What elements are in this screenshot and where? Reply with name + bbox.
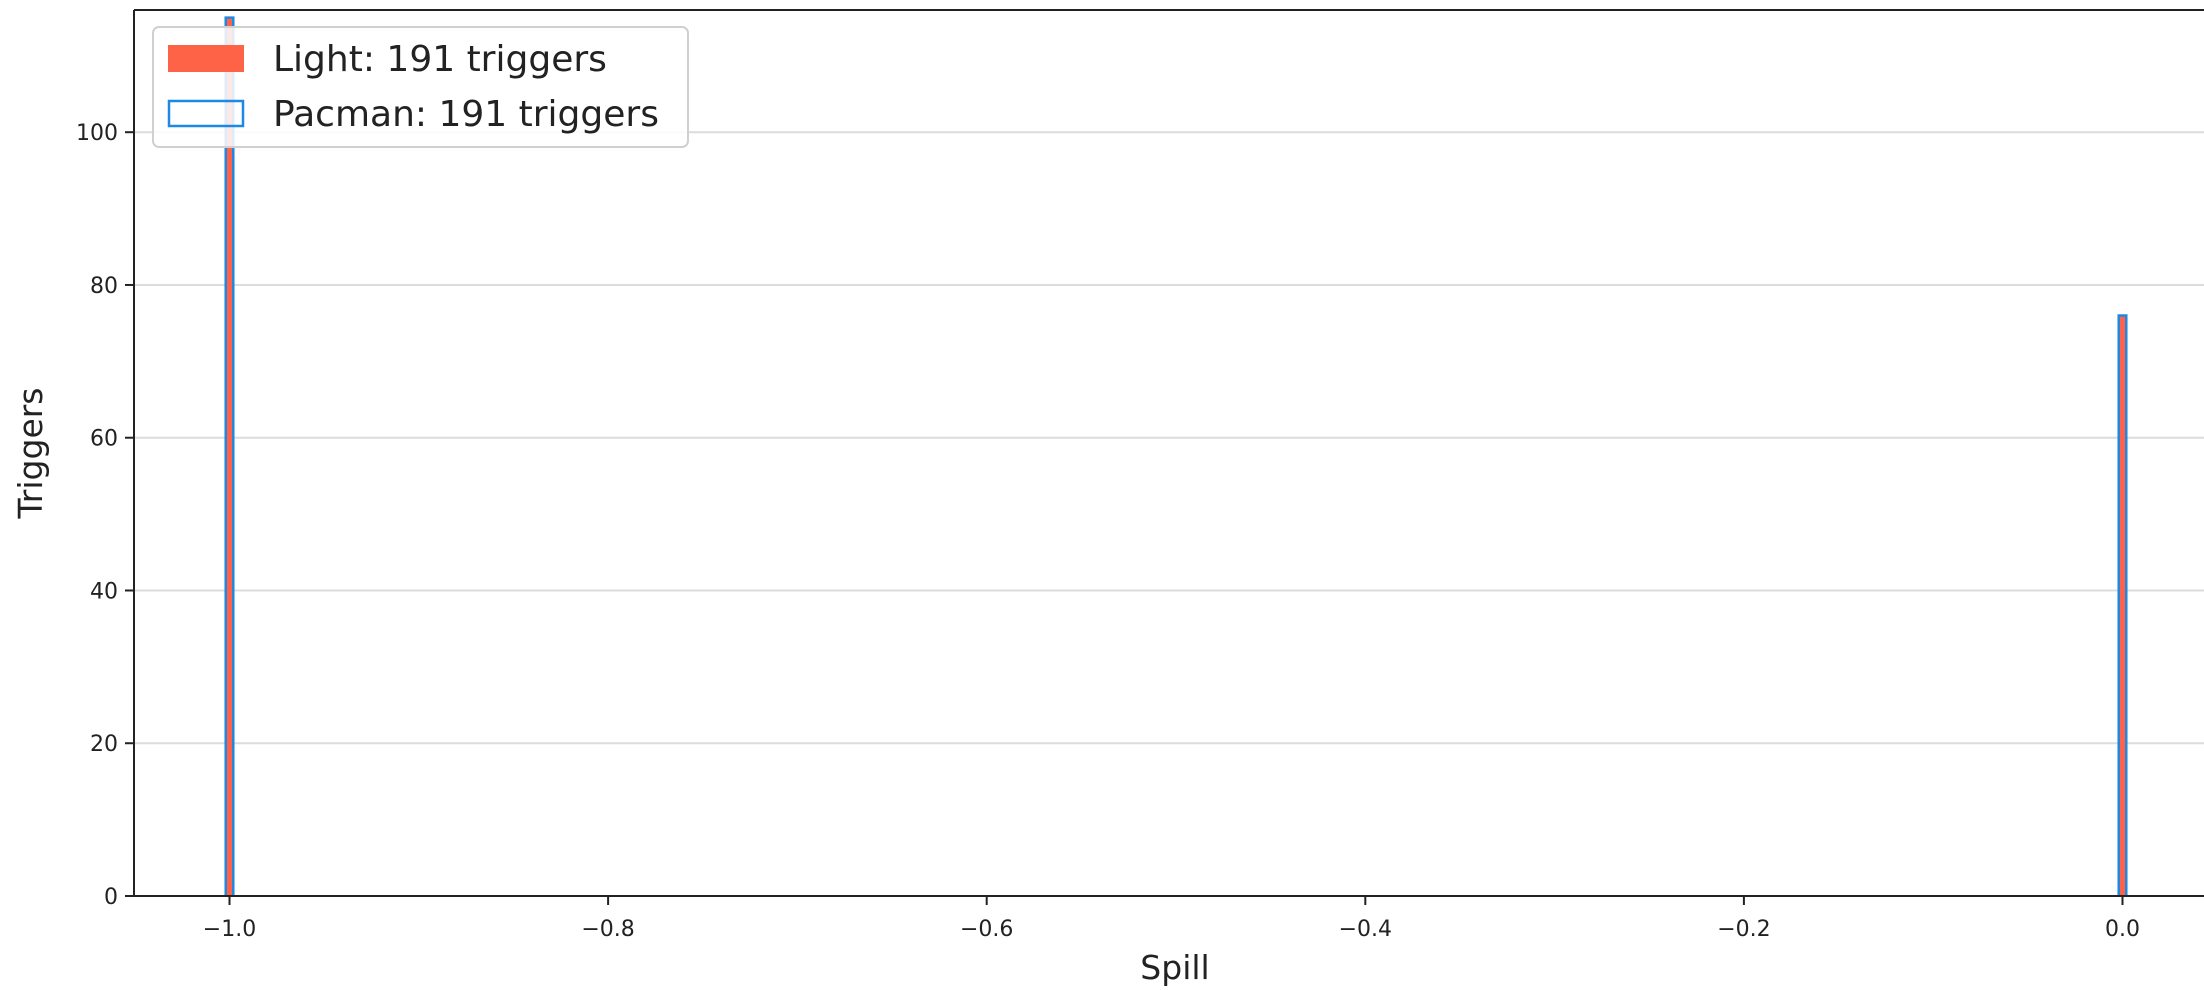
- light-bar: [225, 17, 234, 896]
- y-tick-label: 40: [90, 579, 118, 604]
- pacman-bar: [2117, 314, 2128, 896]
- y-tick-label: 80: [90, 274, 118, 299]
- pacman-bar: [224, 16, 235, 896]
- legend-frame: [152, 26, 689, 148]
- legend-label: Light: 191 triggers: [273, 39, 607, 80]
- x-tick-label: −1.0: [203, 917, 256, 942]
- grid-lines: [134, 131, 2204, 745]
- x-tick-label: −0.4: [1339, 917, 1392, 942]
- y-axis-label: Triggers: [11, 387, 50, 519]
- legend-swatch-light: [168, 45, 244, 72]
- x-tick-label: −0.8: [581, 917, 634, 942]
- light-bar: [2118, 315, 2127, 897]
- x-tick-label: −0.6: [960, 917, 1013, 942]
- histogram-bars: [224, 16, 2128, 897]
- x-tick-label: −0.2: [1717, 917, 1770, 942]
- y-tick-label: 20: [90, 732, 118, 757]
- axes: [133, 9, 2204, 897]
- x-tick-label: 0.0: [2105, 917, 2140, 942]
- x-axis-label: Spill: [1140, 948, 1209, 987]
- legend-swatch-pacman: [167, 99, 245, 128]
- y-tick-label: 60: [90, 427, 118, 452]
- y-tick-label: 0: [104, 885, 118, 910]
- tick-marks: −1.0 −0.8 −0.6 −0.4 −0.2 0.0 0 20 40 60 80 100: [76, 121, 2140, 942]
- legend: Light: 191 triggers Pacman: 191 triggers: [152, 26, 689, 148]
- y-tick-label: 100: [76, 121, 118, 146]
- legend-label: Pacman: 191 triggers: [273, 94, 659, 135]
